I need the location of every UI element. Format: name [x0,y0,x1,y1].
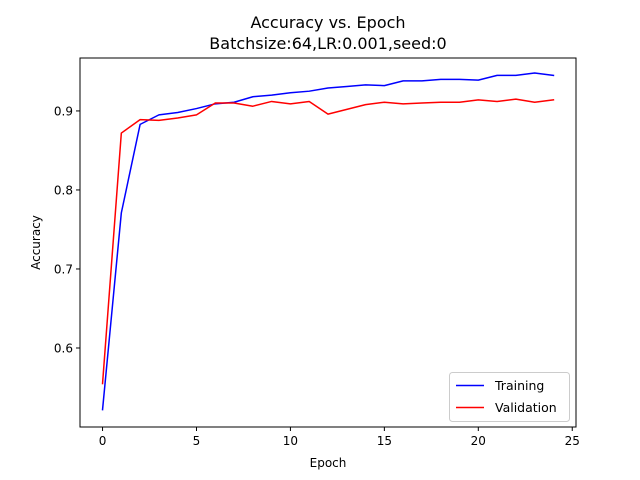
chart-title: Accuracy vs. Epoch [250,13,405,32]
legend: Training Validation [449,372,570,422]
y-tick-label: 0.6 [54,341,73,355]
x-tick-label: 20 [471,434,486,448]
y-tick-label: 0.7 [54,262,73,276]
chart-subtitle: Batchsize:64,LR:0.001,seed:0 [209,34,446,53]
series-lines [101,72,555,411]
plot-frame [79,57,577,428]
series-line-training [101,72,555,411]
x-axis-ticks: 0 5 10 15 20 25 [99,427,580,448]
x-tick-label: 0 [99,434,107,448]
x-tick-label: 25 [565,434,580,448]
x-tick-label: 5 [193,434,201,448]
x-axis-label: Epoch [310,456,347,470]
series-line-validation [101,98,555,385]
y-axis-label: Accuracy [29,215,43,270]
x-tick-label: 10 [283,434,298,448]
y-axis-ticks: 0.6 0.7 0.8 0.9 [54,104,80,355]
y-tick-label: 0.9 [54,104,73,118]
legend-label-validation: Validation [495,400,557,415]
legend-label-training: Training [494,378,544,393]
x-tick-label: 15 [377,434,392,448]
y-tick-label: 0.8 [54,183,73,197]
